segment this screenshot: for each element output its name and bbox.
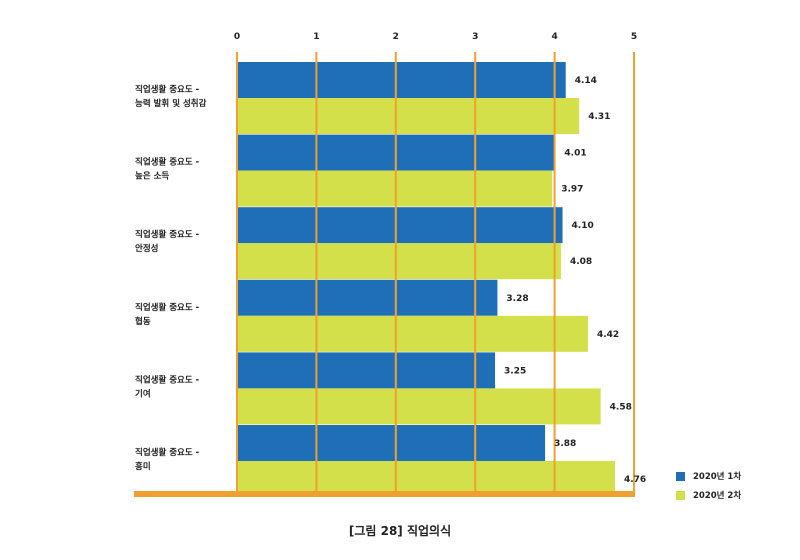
category-label-6-line-1: 직업생활 중요도 - bbox=[135, 447, 200, 458]
x-tick-label-5: 5 bbox=[631, 32, 637, 42]
value-label-series-1-3: 4.10 bbox=[572, 221, 594, 231]
x-tick-label-1: 1 bbox=[313, 32, 319, 42]
value-label-series-1-4: 3.28 bbox=[506, 294, 528, 304]
category-label-2-line-2: 높은 소득 bbox=[135, 171, 169, 182]
bar-series-2-1 bbox=[237, 98, 580, 134]
value-label-series-2-6: 4.76 bbox=[624, 475, 646, 485]
legend-label-series-2: 2020년 2차 bbox=[693, 491, 742, 501]
value-label-series-1-6: 3.88 bbox=[554, 439, 576, 449]
value-label-series-2-4: 4.42 bbox=[597, 330, 619, 340]
x-tick-label-3: 3 bbox=[472, 32, 478, 42]
category-label-4-line-1: 직업생활 중요도 - bbox=[135, 302, 200, 313]
legend-swatch-series-1 bbox=[676, 471, 685, 481]
legend: 2020년 1차 2020년 2차 bbox=[676, 468, 741, 506]
bar-series-1-4 bbox=[237, 279, 498, 316]
x-tick-label-0: 0 bbox=[234, 32, 240, 42]
category-label-1-line-1: 직업생활 중요도 - bbox=[135, 84, 200, 95]
figure-caption: [그림 28] 직업의식 bbox=[348, 524, 452, 538]
bar-series-2-4 bbox=[237, 315, 588, 352]
category-label-3-line-2: 안정성 bbox=[135, 243, 158, 254]
bar-series-2-3 bbox=[237, 243, 561, 280]
value-label-series-2-5: 4.58 bbox=[610, 402, 632, 412]
category-label-4-line-2: 협동 bbox=[135, 316, 151, 327]
category-label-6-line-2: 흥미 bbox=[135, 461, 151, 472]
legend-swatch-series-2 bbox=[676, 490, 685, 500]
category-label-1-line-2: 능력 발휘 및 성취감 bbox=[135, 98, 207, 109]
category-label-5-line-1: 직업생활 중요도 - bbox=[135, 374, 200, 385]
gridlines-layer bbox=[134, 52, 635, 497]
value-labels: 4.14 4.31 4.01 3.97 4.10 4.08 3.28 4.42 3.25 4.58… bbox=[504, 76, 646, 485]
bar-series-1-6 bbox=[237, 425, 546, 461]
legend-label-series-1: 2020년 1차 bbox=[693, 472, 742, 482]
category-label-3-line-1: 직업생활 중요도 - bbox=[135, 229, 200, 240]
x-axis-baseline bbox=[134, 491, 635, 497]
value-label-series-2-1: 4.31 bbox=[588, 112, 610, 122]
x-tick-label-4: 4 bbox=[551, 32, 557, 42]
category-label-5-line-2: 기여 bbox=[135, 388, 151, 399]
x-tick-labels: 0 1 2 3 4 5 bbox=[234, 32, 637, 42]
value-label-series-1-2: 4.01 bbox=[564, 149, 586, 159]
category-label-2-line-1: 직업생활 중요도 - bbox=[135, 157, 200, 168]
value-label-series-1-5: 3.25 bbox=[504, 366, 526, 376]
legend-item-series-1: 2020년 1차 bbox=[676, 468, 741, 484]
bar-series-1-3 bbox=[237, 207, 563, 244]
bar-series-1-1 bbox=[237, 62, 566, 98]
bar-series-1-5 bbox=[237, 352, 496, 389]
bar-series-2-5 bbox=[237, 388, 601, 425]
value-label-series-2-2: 3.97 bbox=[561, 185, 583, 195]
bars-layer bbox=[237, 62, 615, 497]
value-label-series-1-1: 4.14 bbox=[575, 76, 597, 86]
value-label-series-2-3: 4.08 bbox=[570, 257, 592, 267]
bar-series-2-2 bbox=[237, 170, 553, 207]
legend-item-series-2: 2020년 2차 bbox=[676, 487, 741, 503]
x-tick-label-2: 2 bbox=[393, 32, 399, 42]
